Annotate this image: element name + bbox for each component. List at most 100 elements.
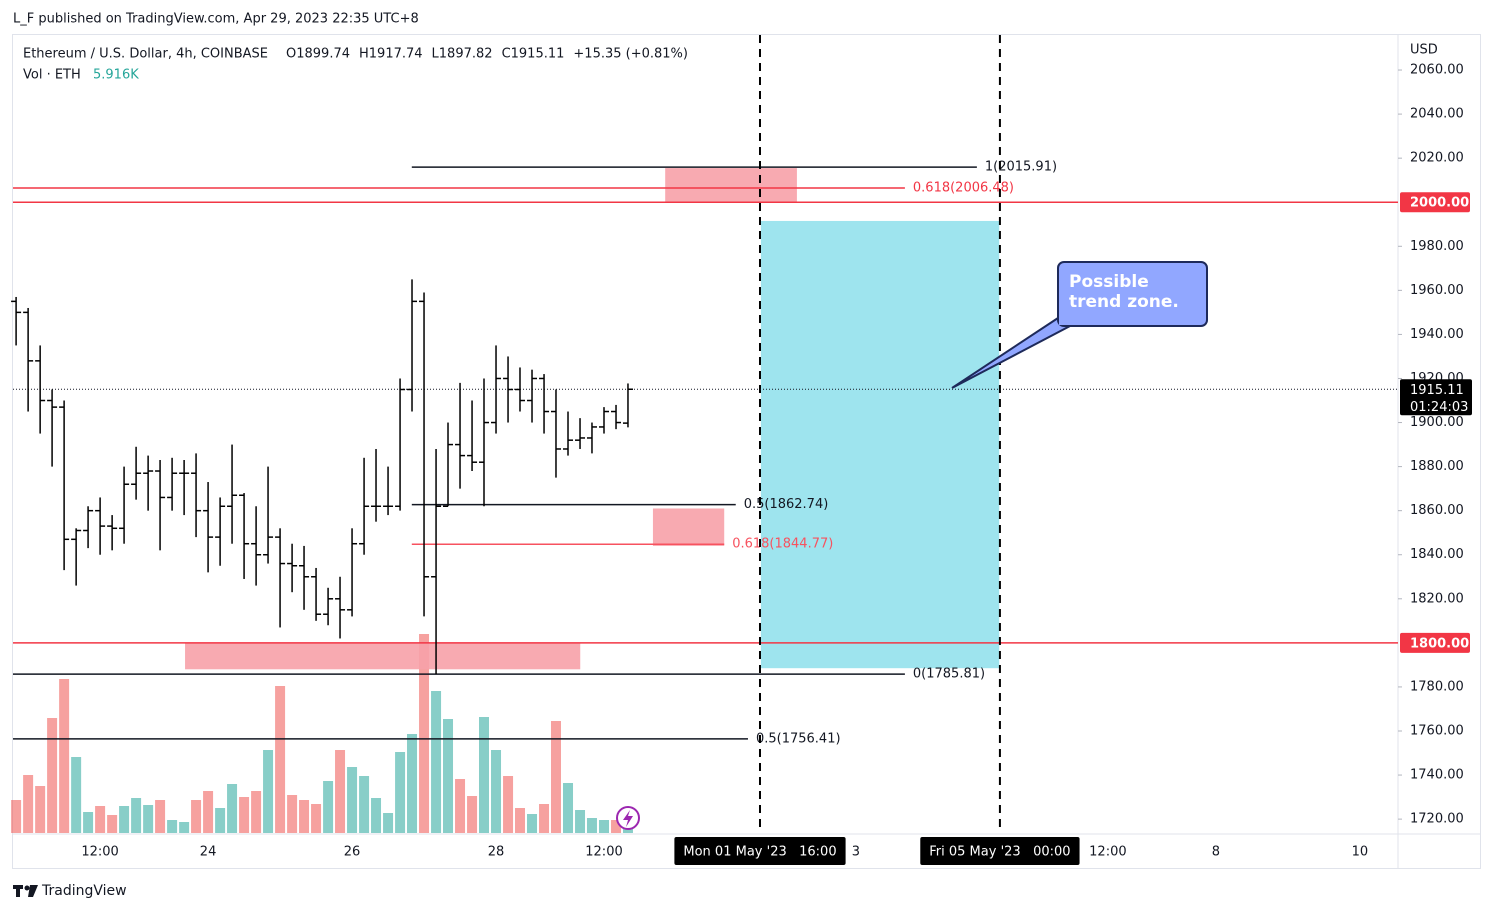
volume-bar (143, 805, 154, 833)
volume-bar (83, 812, 94, 833)
y-tick-label: 1860.00 (1410, 503, 1464, 518)
volume-title: Vol · ETH (23, 68, 81, 83)
time-badge-label: Mon 01 May '23 16:00 (683, 845, 836, 860)
legend-value: H1917.74 (359, 47, 423, 62)
volume-last: 5.916K (93, 68, 139, 83)
zone (185, 642, 581, 670)
x-tick-label: 28 (488, 845, 505, 860)
volume-bar (395, 752, 406, 833)
volume-bar (539, 804, 550, 833)
legend-value: L1897.82 (432, 47, 493, 62)
volume-bar (323, 781, 334, 833)
zone (652, 508, 725, 546)
last-price-badge (1400, 379, 1472, 416)
volume-bar (35, 786, 46, 833)
volume-bar (527, 814, 538, 833)
x-tick-label: 10 (1352, 845, 1369, 860)
volume-bar (263, 750, 274, 833)
y-tick-label: 1960.00 (1410, 283, 1464, 298)
volume-bar (275, 686, 286, 833)
symbol: Ethereum / U.S. Dollar, 4h, COINBASE (23, 47, 268, 62)
y-tick-label: 1840.00 (1410, 547, 1464, 562)
currency: USD (1410, 43, 1438, 58)
volume-bar (251, 791, 262, 833)
lightning-icon (616, 806, 640, 830)
volume-bar (419, 634, 430, 833)
y-tick-label: 2020.00 (1410, 151, 1464, 166)
zone (760, 220, 1000, 669)
volume-bar (599, 820, 610, 833)
volume-bar (563, 783, 574, 833)
volume-bar (467, 796, 478, 833)
volume-bar (371, 798, 382, 833)
volume-bar (514, 808, 525, 833)
y-tick-label: 1940.00 (1410, 327, 1464, 342)
x-tick-label: 12:00 (1089, 845, 1126, 860)
volume-bar (479, 717, 490, 833)
volume-bar (311, 804, 322, 833)
frame (12, 34, 1481, 869)
time-badge-label: Fri 05 May '23 00:00 (929, 845, 1070, 860)
x-tick-label: 12:00 (81, 845, 118, 860)
fib-label: 0.5(1756.41) (756, 731, 841, 746)
volume-bar (95, 806, 106, 833)
volume-bar (347, 767, 358, 833)
y-tick-label: 1900.00 (1410, 415, 1464, 430)
volume-bar (239, 797, 250, 833)
callout-joint (1059, 316, 1069, 325)
volume-bar (71, 757, 82, 833)
volume-bar (550, 721, 561, 833)
fib-label: 0(1785.81) (913, 667, 985, 682)
volume-bar (119, 806, 130, 833)
last-price-label: 1915.11 (1410, 383, 1464, 398)
countdown: 01:24:03 (1410, 400, 1468, 415)
x-tick-label: 24 (200, 845, 217, 860)
volume-bar (491, 750, 502, 833)
y-tick-label: 2040.00 (1410, 107, 1464, 122)
volume-bar (455, 779, 466, 833)
time-badge (674, 837, 846, 865)
volume-bar (227, 784, 238, 833)
legend-value: O1899.74 (286, 47, 350, 62)
volume-bar (179, 822, 190, 833)
y-tick-label: 1820.00 (1410, 591, 1464, 606)
volume-bar (503, 776, 514, 833)
volume-bar (167, 820, 178, 833)
y-tick-label: 1880.00 (1410, 459, 1464, 474)
volume-bar (47, 718, 58, 833)
volume-bar (335, 750, 346, 833)
volume-bar (575, 810, 586, 833)
volume-bar (203, 791, 214, 833)
level-badge-label: 1800.00 (1410, 636, 1469, 651)
brand-logo (13, 885, 38, 897)
volume-bar (431, 691, 442, 833)
callout-text: Possible (1069, 272, 1149, 292)
brand: TradingView (41, 883, 127, 899)
zone (665, 168, 797, 203)
y-tick-label: 1720.00 (1410, 812, 1464, 827)
volume-bar (155, 800, 166, 833)
fib-label: 1(2015.91) (985, 160, 1057, 175)
x-tick-label: 3 (852, 845, 860, 860)
volume-bar (11, 800, 22, 833)
level-badge-label: 2000.00 (1410, 196, 1469, 211)
plot: 1(2015.91) 0.618(2006.48) 0.5(1862.74) 0.61… (11, 35, 1398, 833)
volume-bar (359, 776, 370, 833)
callout-text: trend zone. (1069, 292, 1179, 312)
x-tick-label: 26 (344, 845, 361, 860)
fib-label: 0.5(1862.74) (744, 497, 829, 512)
volume-bar (611, 820, 622, 833)
volume-bar (443, 719, 454, 833)
level-badge (1400, 192, 1470, 213)
y-tick-label: 1740.00 (1410, 768, 1464, 783)
volume-bar (383, 813, 394, 833)
published: L_F published on TradingView.com, Apr 29… (13, 12, 419, 27)
fib-label: 0.618(1844.77) (732, 537, 833, 552)
y-tick-label: 1780.00 (1410, 679, 1464, 694)
volume-bar (407, 734, 418, 833)
callout-box (1057, 261, 1208, 327)
y-tick-label: 1980.00 (1410, 239, 1464, 254)
volume-bar (586, 818, 597, 833)
